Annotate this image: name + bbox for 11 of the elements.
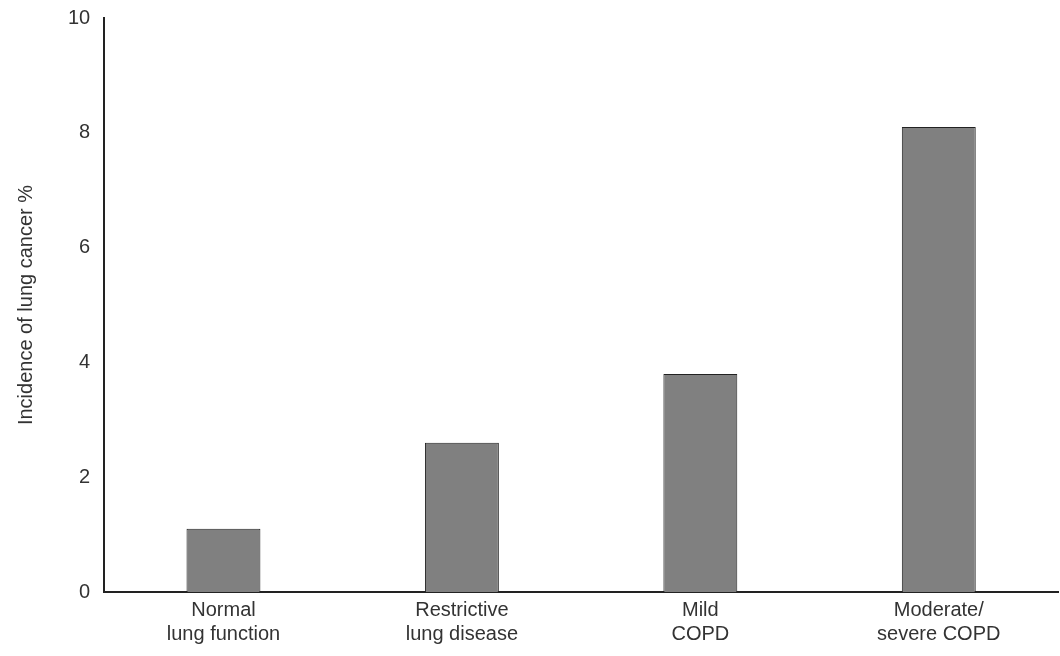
- y-tick-label: 10: [68, 5, 91, 28]
- y-tick-label: 8: [79, 120, 91, 143]
- y-tick-label: 4: [79, 349, 91, 372]
- y-tick-label: 0: [79, 579, 91, 602]
- x-tick-label: Normal lung function: [166, 597, 281, 644]
- y-tick-label: 6: [79, 235, 91, 258]
- x-tick-label: Mild COPD: [671, 597, 730, 644]
- x-tick-label: Restrictive lung disease: [405, 597, 519, 644]
- x-tick-label: Moderate/ severe COPD: [877, 597, 1001, 644]
- y-tick-label: 2: [79, 464, 91, 487]
- y-axis-title: Incidence of lung cancer %: [13, 184, 36, 426]
